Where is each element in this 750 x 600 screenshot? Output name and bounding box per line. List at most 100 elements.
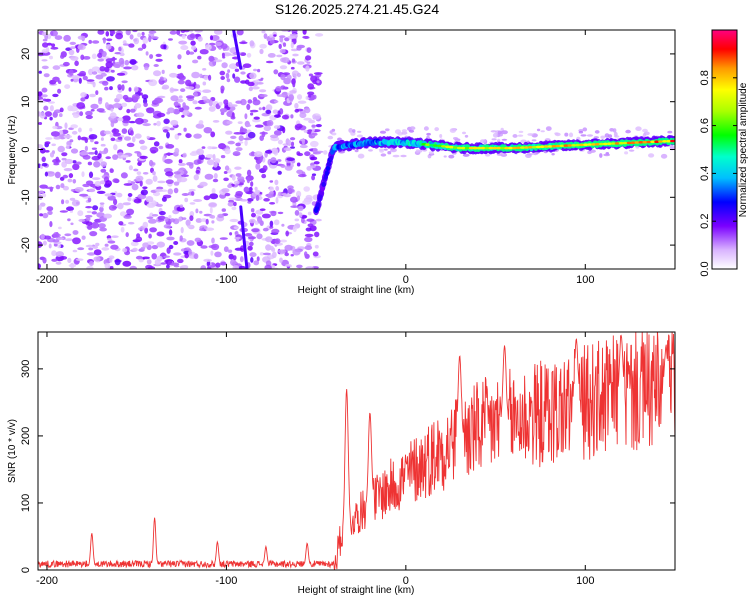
spectrogram-cell: [269, 39, 275, 45]
spectrogram-cell: [83, 56, 91, 60]
spectrogram-cell: [48, 243, 52, 249]
spectrogram-cell: [194, 33, 201, 37]
spectrogram-cell: [53, 232, 60, 238]
spectrogram-cell: [146, 202, 156, 208]
spectrogram-cell: [303, 36, 310, 39]
spectrogram-track-peak: [650, 140, 656, 144]
spectrogram-cell: [178, 95, 183, 99]
spectrogram-cell: [269, 202, 276, 205]
spectrogram-cell: [162, 129, 169, 133]
spectrogram-cell: [82, 75, 88, 81]
spectrogram-cell: [186, 95, 195, 99]
spectrogram-cell: [168, 215, 172, 219]
spectrogram-cell: [182, 109, 190, 116]
spectrogram-cell: [426, 132, 431, 136]
spectrogram-cell: [200, 245, 208, 249]
spectrogram-cell: [179, 204, 184, 208]
spectrogram-cell: [130, 108, 136, 113]
spectrogram-cell: [285, 230, 290, 237]
spectrogram-cell: [166, 236, 175, 241]
spectrogram-cell: [169, 30, 177, 35]
spectrogram-cell: [219, 70, 226, 76]
spectrogram-cell: [259, 48, 264, 55]
spectrogram-cell: [82, 154, 91, 160]
spectrogram-cell: [139, 155, 148, 160]
spectrogram-cell: [249, 72, 257, 80]
spectrogram-cell: [132, 247, 138, 252]
spectrogram-track-peak: [539, 145, 545, 148]
spectrogram-cell: [169, 218, 176, 223]
spectrogram-cell: [234, 236, 241, 240]
spectrogram-cell: [198, 120, 204, 125]
spectrogram-cell: [196, 148, 205, 156]
spectrogram-cell: [185, 219, 191, 227]
spectrogram-cell: [46, 171, 55, 177]
spectrogram-cell: [226, 78, 231, 83]
spectrogram-cell: [526, 153, 533, 156]
spectrogram-cell: [169, 72, 178, 78]
y-tick-label: 300: [20, 360, 32, 378]
spectrogram-cell: [126, 208, 135, 215]
spectrogram-cell: [600, 135, 606, 139]
spectrogram-cell: [123, 183, 133, 186]
spectrogram-cell: [179, 72, 184, 80]
spectrogram-cell: [80, 97, 86, 102]
spectrogram-cell: [214, 158, 221, 164]
spectrogram-cell: [194, 237, 202, 243]
spectrogram-cell: [201, 146, 206, 149]
spectrogram-cell: [129, 120, 136, 124]
spectrogram-cell: [230, 135, 237, 139]
spectrogram-cell: [125, 160, 131, 163]
spectrogram-cell: [292, 225, 297, 232]
spectrogram-track-peak: [658, 140, 663, 143]
spectrogram-cell: [116, 192, 123, 198]
spectrogram-cell: [285, 264, 292, 267]
spectrogram-cell: [254, 189, 260, 195]
spectrogram-cell: [256, 256, 260, 262]
spectrogram-cell: [108, 204, 117, 211]
spectrogram-cell: [189, 215, 194, 222]
spectrogram-track-peak: [614, 142, 620, 145]
colorbar: 0.0 0.2 0.4 0.6 0.8 Normalized spectral ampl…: [699, 29, 749, 277]
spectrogram-cell: [62, 185, 69, 191]
spectrogram-cell: [167, 152, 171, 156]
spectrogram-cell: [109, 86, 113, 91]
spectrogram-cell: [101, 150, 108, 155]
spectrogram-cell: [191, 191, 195, 196]
spectrogram-cell: [255, 79, 260, 83]
spectrogram-cell: [177, 54, 182, 60]
spectrogram-cell: [122, 248, 128, 253]
spectrogram-cell: [182, 217, 187, 220]
spectrogram-cell: [443, 155, 447, 158]
spectrogram-cell: [116, 72, 126, 76]
spectrogram-cell: [115, 32, 123, 40]
spectrogram-cell: [181, 114, 185, 118]
spectrogram-track-peak: [583, 143, 588, 146]
spectrogram-cell: [77, 135, 82, 141]
spectrogram-cell: [136, 233, 141, 239]
colorbar-tick-label: 0.2: [699, 214, 711, 229]
spectrogram-cell: [67, 257, 72, 263]
spectrogram-cell: [129, 265, 138, 269]
spectrogram-cell: [496, 153, 503, 157]
spectrogram-cell: [313, 94, 317, 100]
spectrogram-cell: [50, 46, 59, 50]
spectrogram-cell: [236, 30, 244, 36]
spectrogram-cell: [554, 132, 561, 137]
spectrogram-cell: [190, 40, 196, 46]
spectrogram-cell: [142, 256, 150, 260]
spectrogram-cell: [199, 228, 205, 232]
spectrogram-cell: [86, 265, 94, 269]
spectrogram-cell: [64, 84, 71, 89]
spectrogram-cell: [38, 122, 43, 125]
spectrogram-cell: [130, 241, 139, 247]
spectrogram-cell: [593, 136, 599, 139]
spectrogram-cell: [129, 34, 134, 40]
spectrogram-cell: [42, 212, 49, 219]
spectrogram-cell: [266, 36, 276, 42]
spectrogram-cell: [380, 153, 387, 157]
spectrogram-cell: [88, 247, 94, 251]
spectrogram-cell: [99, 202, 105, 205]
spectrogram-cell: [220, 85, 225, 92]
spectrogram-cell: [71, 199, 81, 207]
